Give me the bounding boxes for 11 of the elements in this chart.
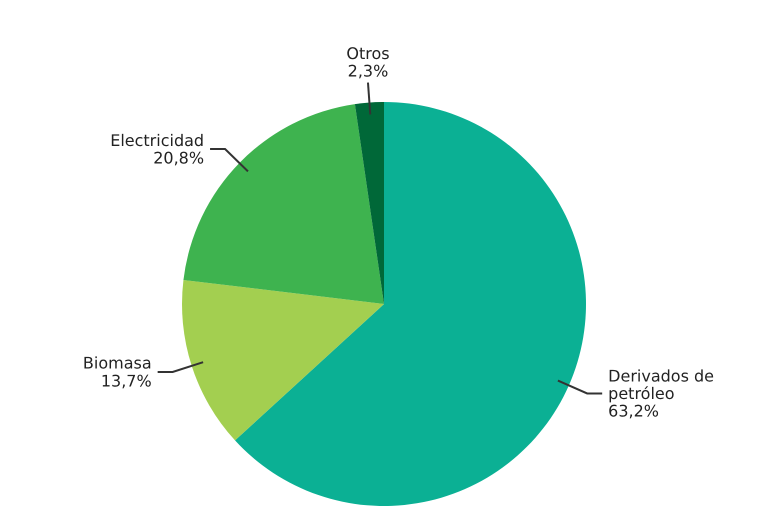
data-label: 2,3% — [348, 62, 388, 81]
slice-label: Derivados de petróleo — [608, 366, 714, 404]
pie-slice — [354, 102, 384, 304]
slice-label: Electricidad — [110, 130, 204, 150]
slice-label: Otros — [346, 44, 390, 63]
data-label: 63,2% — [608, 402, 660, 421]
data-label: 13,7% — [100, 371, 152, 390]
pie-slice — [182, 280, 384, 440]
data-label: 20,8% — [153, 148, 204, 168]
slice-label: Biomasa — [82, 354, 152, 373]
pie-slice — [235, 102, 586, 506]
